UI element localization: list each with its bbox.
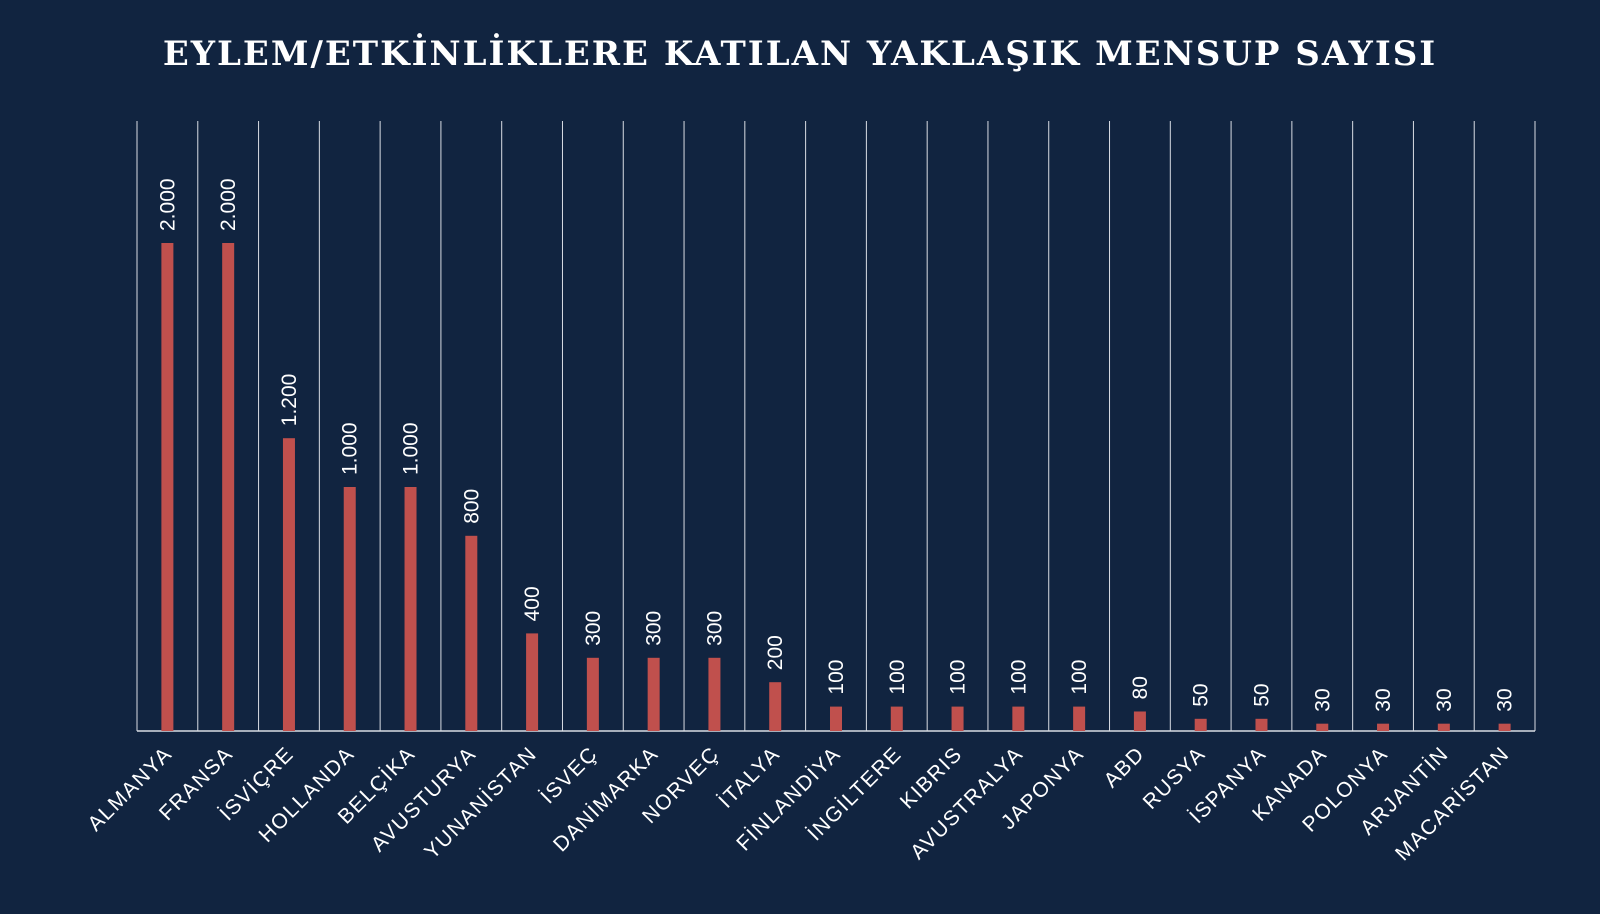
category-label: ABD	[1099, 742, 1149, 792]
bar	[1194, 718, 1207, 731]
bar	[1133, 711, 1146, 731]
bar	[161, 243, 174, 731]
category-label: ALMANYA	[83, 742, 177, 836]
category-label: AVUSTRALYA	[906, 742, 1028, 864]
bar	[586, 657, 599, 731]
value-label: 2.000	[217, 178, 240, 231]
category-label: DANİMARKA	[549, 742, 663, 856]
bar	[1498, 723, 1511, 731]
bar	[647, 657, 660, 731]
value-label: 30	[1494, 688, 1517, 711]
bar	[890, 706, 903, 731]
chart-title: EYLEM/ETKİNLİKLERE KATILAN YAKLAŞIK MENS…	[162, 34, 1438, 74]
value-label: 100	[825, 660, 848, 695]
value-label: 50	[1190, 683, 1213, 706]
category-labels: ALMANYAFRANSAİSVİÇREHOLLANDABELÇİKAAVUST…	[83, 742, 1514, 865]
category-label: FİNLANDİYA	[732, 742, 845, 855]
bar	[708, 657, 721, 731]
value-label: 100	[1068, 660, 1091, 695]
bar	[1437, 723, 1450, 731]
value-label: 1.200	[278, 374, 301, 427]
gridlines	[136, 121, 1536, 732]
bar	[282, 438, 295, 731]
bar	[951, 706, 964, 731]
value-label: 200	[764, 635, 787, 670]
category-label: YUNANİSTAN	[420, 742, 541, 863]
value-label: 800	[460, 489, 483, 524]
bar	[1316, 723, 1329, 731]
value-label: 300	[643, 611, 666, 646]
value-label: 100	[1007, 660, 1030, 695]
bar	[830, 706, 842, 731]
bar	[1377, 723, 1390, 731]
bar	[769, 682, 782, 731]
bar	[526, 633, 539, 731]
value-label: 100	[947, 660, 970, 695]
value-label: 30	[1433, 688, 1456, 711]
bar	[222, 243, 235, 731]
value-label: 30	[1372, 688, 1395, 711]
bar	[404, 487, 417, 731]
value-label: 1.000	[339, 422, 362, 475]
value-labels: 2.000 2.000 1.200 1.000 1.000 800 400 300 300 300…	[156, 178, 1516, 711]
value-label: 400	[521, 586, 544, 621]
bars	[161, 243, 1511, 731]
bar	[343, 487, 356, 731]
bar	[1255, 718, 1268, 731]
value-label: 80	[1129, 676, 1152, 699]
value-label: 300	[703, 611, 726, 646]
bar	[465, 535, 478, 731]
value-label: 100	[886, 660, 909, 695]
value-label: 2.000	[156, 178, 179, 231]
bar	[1073, 706, 1086, 731]
category-label: MACARİSTAN	[1391, 742, 1514, 865]
category-label: AVUSTURYA	[367, 742, 481, 856]
value-label: 300	[582, 611, 605, 646]
value-label: 50	[1250, 683, 1273, 706]
value-label: 1.000	[400, 422, 423, 475]
value-label: 30	[1311, 688, 1334, 711]
bar	[1012, 706, 1025, 731]
